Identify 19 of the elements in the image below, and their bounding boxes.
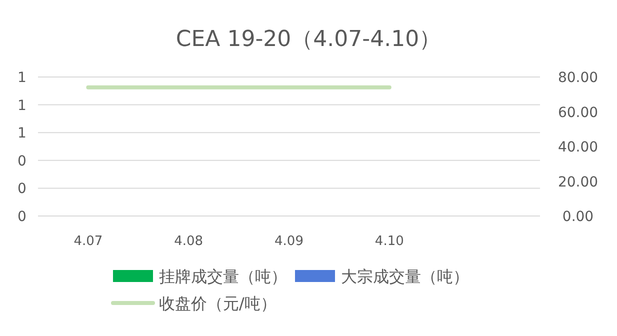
- x-tick-label: 4.07: [74, 234, 103, 249]
- y2-tick-label: 0.00: [562, 209, 594, 225]
- y2-tick-label: 20.00: [558, 174, 598, 190]
- legend-label: 收盘价（元/吨）: [159, 294, 276, 313]
- y-tick-label: 1: [18, 98, 26, 114]
- y2-tick-label: 80.00: [558, 70, 598, 86]
- legend-label: 挂牌成交量（吨）: [159, 267, 287, 286]
- y2-tick-label: 40.00: [558, 140, 598, 156]
- x-tick-label: 4.10: [374, 234, 404, 249]
- legend-label: 大宗成交量（吨）: [341, 267, 469, 286]
- y-tick-label: 0: [18, 153, 26, 170]
- y-tick-label: 0: [18, 209, 26, 225]
- y-tick-label: 0: [18, 181, 26, 198]
- y-tick-label: 1: [18, 126, 26, 142]
- x-tick-label: 4.09: [274, 234, 304, 249]
- y-tick-label: 1: [18, 70, 26, 86]
- x-tick-label: 4.08: [174, 234, 204, 249]
- chart-title: CEA 19-20（4.07-4.10）: [176, 27, 442, 52]
- y2-tick-label: 60.00: [558, 104, 598, 121]
